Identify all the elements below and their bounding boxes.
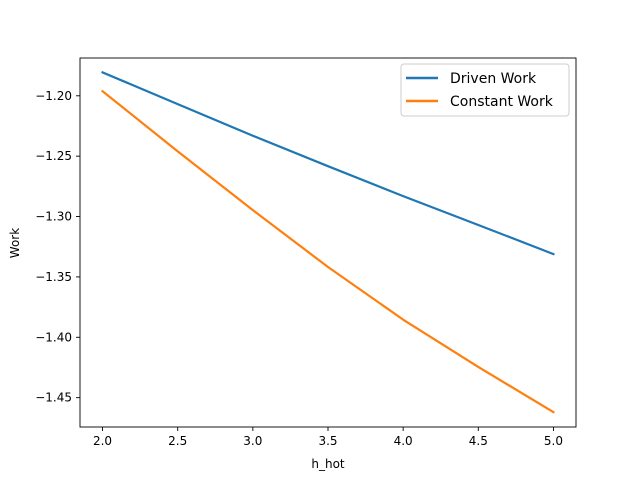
y-tick-label: −1.25: [35, 149, 72, 163]
x-tick-label: 4.5: [469, 434, 488, 448]
y-tick-label: −1.45: [35, 391, 72, 405]
y-tick-label: −1.40: [35, 330, 72, 344]
x-axis-label: h_hot: [311, 457, 345, 471]
series-line-driven-work: [101, 70, 555, 256]
legend-box: [400, 63, 570, 117]
legend-label-driven-work: Driven Work: [450, 71, 537, 87]
x-tick-label: 3.0: [243, 434, 262, 448]
y-axis: −1.20 −1.25 −1.30 −1.35 −1.40 −1.45: [35, 89, 80, 405]
x-axis: 2.0 2.5 3.0 3.5 4.0 4.5 5.0: [93, 427, 563, 448]
legend: Driven Work Constant Work: [400, 63, 570, 117]
series-layer: [101, 70, 555, 414]
y-tick-label: −1.30: [35, 210, 72, 224]
y-tick-label: −1.20: [35, 89, 72, 103]
x-tick-label: 2.5: [168, 434, 187, 448]
y-tick-label: −1.35: [35, 270, 72, 284]
x-tick-label: 4.0: [394, 434, 413, 448]
x-tick-label: 3.5: [318, 434, 337, 448]
x-tick-label: 2.0: [93, 434, 112, 448]
x-tick-label: 5.0: [544, 434, 563, 448]
y-axis-label: Work: [8, 228, 22, 258]
series-line-constant-work: [101, 89, 555, 414]
legend-label-constant-work: Constant Work: [450, 94, 554, 110]
